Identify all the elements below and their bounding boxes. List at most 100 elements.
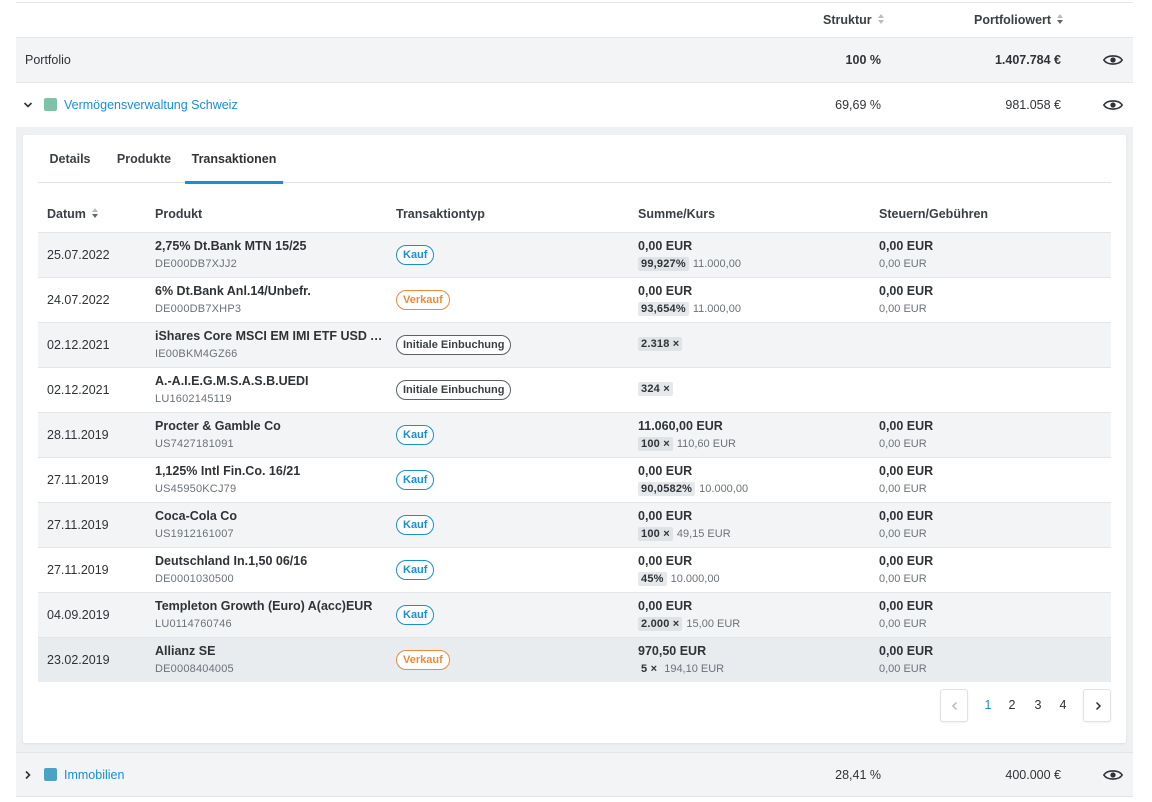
row-price-value: 10.000,00 [699, 483, 749, 495]
pagination-page-2[interactable]: 2 [1008, 698, 1016, 712]
row-tax: 0,00 EUR [879, 554, 934, 568]
row-fee: 0,00 EUR [879, 528, 927, 540]
status-badge: Initiale Einbuchung [396, 380, 512, 400]
row-price-value: 11.000,00 [692, 303, 741, 315]
row-isin: US7427181091 [155, 438, 234, 450]
row-price-value: 194,10 EUR [664, 663, 725, 675]
row-price-value: 10.000,00 [670, 573, 720, 585]
row-product-name: iShares Core MSCI EM IMI ETF USD Acc [155, 329, 387, 343]
row-sum: 0,00 EUR [638, 599, 693, 613]
chevron-right-icon[interactable] [23, 770, 33, 780]
row-product-name: 1,125% Intl Fin.Co. 16/21 [155, 464, 301, 478]
status-badge: Kauf [396, 605, 435, 625]
row-price-value: 110,60 EUR [676, 438, 736, 450]
detail-tabs: Details Produkte Transaktionen [38, 135, 1111, 184]
row-price-value: 49,15 EUR [676, 528, 731, 540]
table-header: Struktur Portfoliowert [16, 3, 1133, 38]
row-sum: 0,00 EUR [638, 239, 693, 253]
eye-icon[interactable] [1103, 767, 1123, 783]
table-row[interactable]: 25.07.2022 2,75% Dt.Bank MTN 15/25 DE000… [38, 232, 1111, 277]
status-badge: Kauf [396, 560, 435, 580]
tab-details[interactable]: Details [49, 152, 91, 166]
eye-icon[interactable] [1103, 52, 1123, 68]
row-quantity-chip: 99,927% [638, 257, 689, 271]
row-product-name: Coca-Cola Co [155, 509, 237, 523]
row-quantity-chip: 2.000 × [638, 617, 683, 631]
group-name-link[interactable]: Immobilien [64, 768, 125, 782]
row-product-name: A.-A.I.E.G.M.S.A.S.B.UEDI [155, 374, 309, 388]
tab-transaktionen[interactable]: Transaktionen [185, 135, 283, 184]
pagination-prev-button[interactable] [940, 689, 968, 722]
row-isin: US1912161007 [155, 528, 234, 540]
group-name-link[interactable]: Vermögensverwaltung Schweiz [64, 98, 238, 112]
status-badge: Initiale Einbuchung [396, 335, 512, 355]
row-isin: DE000DB7XHP3 [155, 303, 242, 315]
row-product-name: Allianz SE [155, 644, 216, 658]
group-row-immobilien[interactable]: Immobilien 28,41 % 400.000 € [16, 752, 1133, 797]
row-price-value: 15,00 EUR [686, 618, 741, 630]
status-badge: Kauf [396, 470, 435, 490]
row-quantity-chip: 90,0582% [638, 482, 696, 496]
table-row[interactable]: 28.11.2019 Procter & Gamble Co US7427181… [38, 412, 1111, 457]
row-isin: DE000DB7XJJ2 [155, 258, 237, 270]
row-fee: 0,00 EUR [879, 303, 927, 315]
pagination-page-3[interactable]: 3 [1034, 698, 1042, 712]
status-badge: Kauf [396, 515, 435, 535]
row-fee: 0,00 EUR [879, 258, 927, 270]
table-row[interactable]: 24.07.2022 6% Dt.Bank Anl.14/Unbefr. DE0… [38, 277, 1111, 322]
portfolio-wert: 1.407.784 € [994, 53, 1061, 67]
row-quantity-chip: 324 × [638, 382, 673, 396]
table-row[interactable]: 04.09.2019 Templeton Growth (Euro) A(acc… [38, 592, 1111, 637]
column-portfoliowert[interactable]: Portfoliowert [974, 3, 1064, 37]
pagination-page-4[interactable]: 4 [1059, 698, 1067, 712]
row-fee: 0,00 EUR [879, 663, 927, 675]
header-summe-kurs: Summe/Kurs [638, 207, 716, 221]
chevron-down-icon[interactable] [23, 100, 33, 110]
table-row[interactable]: 27.11.2019 Deutschland In.1,50 06/16 DE0… [38, 547, 1111, 592]
pagination-page-1[interactable]: 1 [984, 698, 992, 712]
table-row[interactable]: 27.11.2019 Coca-Cola Co US1912161007 Kau… [38, 502, 1111, 547]
row-date: 27.11.2019 [47, 563, 109, 577]
column-struktur[interactable]: Struktur [823, 3, 885, 37]
row-date: 24.07.2022 [47, 293, 110, 307]
row-tax: 0,00 EUR [879, 419, 934, 433]
row-fee: 0,00 EUR [879, 483, 927, 495]
row-date: 28.11.2019 [47, 428, 109, 442]
table-row[interactable]: 02.12.2021 A.-A.I.E.G.M.S.A.S.B.UEDI LU1… [38, 367, 1111, 412]
row-sum: 0,00 EUR [638, 284, 693, 298]
row-product-name: Templeton Growth (Euro) A(acc)EUR [155, 599, 373, 613]
transactions-table-header: Datum Produkt Transaktiontyp Summe/Kurs … [38, 197, 1111, 233]
row-tax: 0,00 EUR [879, 284, 934, 298]
table-row[interactable]: 02.12.2021 iShares Core MSCI EM IMI ETF … [38, 322, 1111, 367]
header-steuern-gebuehren: Steuern/Gebühren [879, 207, 989, 221]
group-row-vermoegensverwaltung[interactable]: Vermögensverwaltung Schweiz 69,69 % 981.… [16, 83, 1133, 128]
table-row[interactable]: 23.02.2019 Allianz SE DE0008404005 Verka… [38, 637, 1111, 682]
column-portfoliowert-label: Portfoliowert [974, 13, 1052, 27]
eye-icon[interactable] [1103, 97, 1123, 113]
row-fee: 0,00 EUR [879, 573, 927, 585]
row-date: 02.12.2021 [47, 383, 110, 397]
pagination-next-button[interactable] [1083, 689, 1111, 722]
row-quantity-chip: 93,654% [638, 302, 689, 316]
row-isin: LU0114760746 [155, 618, 232, 630]
row-product-name: Procter & Gamble Co [155, 419, 281, 433]
group-detail-panel: Details Produkte Transaktionen Datum Pro… [23, 135, 1126, 743]
divider [16, 2, 1133, 3]
row-date: 25.07.2022 [47, 248, 110, 262]
row-price: 45% 10.000,00 [638, 572, 720, 586]
row-tax: 0,00 EUR [879, 644, 934, 658]
row-quantity-chip: 100 × [638, 437, 673, 451]
row-tax: 0,00 EUR [879, 239, 934, 253]
row-quantity-chip: 5 × [641, 663, 658, 675]
row-tax: 0,00 EUR [879, 599, 934, 613]
portfolio-struktur: 100 % [845, 53, 881, 67]
row-quantity-chip: 45% [638, 572, 667, 586]
tab-produkte[interactable]: Produkte [116, 152, 172, 166]
row-date: 02.12.2021 [47, 338, 110, 352]
group-color-swatch [44, 98, 57, 111]
header-datum[interactable]: Datum [47, 197, 99, 233]
row-sum: 11.060,00 EUR [638, 419, 723, 433]
table-row[interactable]: 27.11.2019 1,125% Intl Fin.Co. 16/21 US4… [38, 457, 1111, 502]
header-produkt: Produkt [155, 207, 203, 221]
row-sum: 0,00 EUR [638, 464, 693, 478]
